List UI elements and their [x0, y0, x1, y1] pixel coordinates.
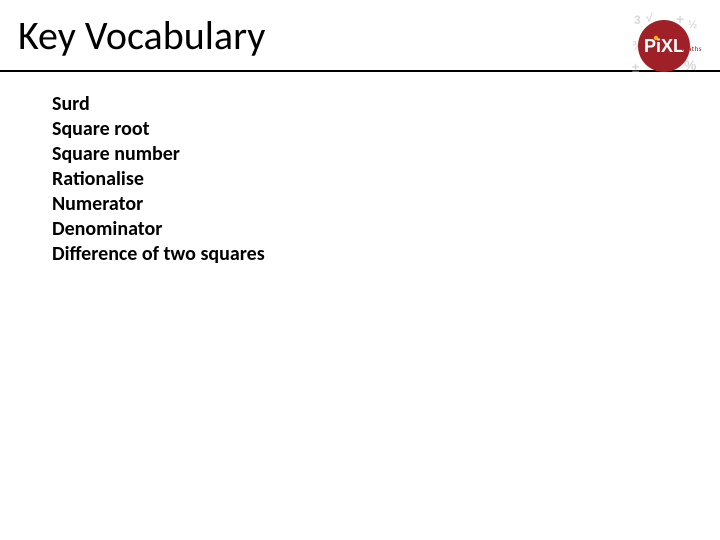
svg-text:±: ± — [632, 60, 639, 75]
page-title: Key Vocabulary — [18, 14, 265, 58]
list-item: Numerator — [52, 192, 265, 217]
list-item: Difference of two squares — [52, 242, 265, 267]
logo-text: PiXL — [644, 36, 684, 56]
slide: Key Vocabulary Surd Square root Square n… — [0, 0, 720, 540]
list-item: Square number — [52, 142, 265, 167]
svg-text:½: ½ — [688, 19, 697, 31]
list-item: Denominator — [52, 217, 265, 242]
vocabulary-list: Surd Square root Square number Rationali… — [52, 92, 265, 267]
list-item: Square root — [52, 117, 265, 142]
list-item: Rationalise — [52, 167, 265, 192]
svg-text:√: √ — [646, 11, 653, 25]
logo-dot — [654, 36, 658, 40]
logo-subtext: maths — [682, 44, 702, 53]
svg-text:3: 3 — [634, 13, 641, 27]
list-item: Surd — [52, 92, 265, 117]
pixl-logo: 3 √ + ½ ¾ ± % × PiXL maths — [630, 10, 702, 82]
title-underline — [0, 70, 720, 72]
